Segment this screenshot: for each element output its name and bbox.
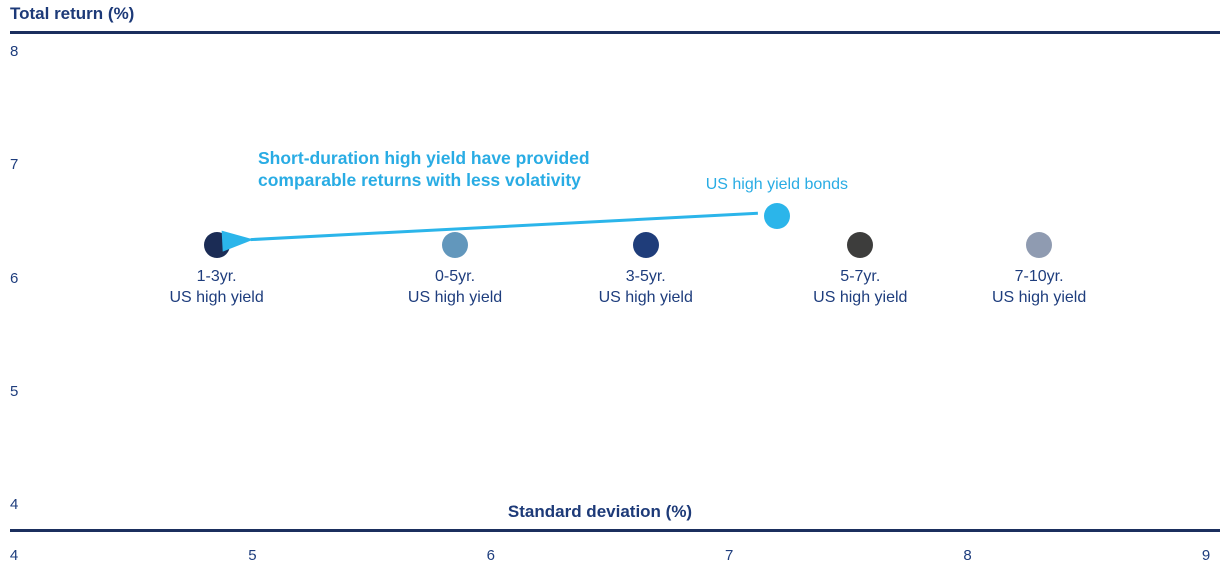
point-label-line-1: 1-3yr.	[196, 267, 237, 285]
x-tick-label: 5	[248, 547, 257, 564]
y-tick-label: 7	[10, 156, 19, 174]
top-axis-line	[10, 31, 1220, 34]
annotation-line-2: comparable returns with less volativity	[258, 170, 581, 190]
scatter-point-3-5yr-us-high-yield	[632, 231, 659, 258]
scatter-point-1-3yr-us-high-yield	[203, 231, 230, 258]
x-axis-title: Standard deviation (%)	[507, 502, 693, 521]
x-tick-label: 6	[486, 547, 495, 564]
x-tick-label: 8	[963, 547, 972, 564]
y-tick-label: 6	[10, 269, 19, 287]
point-label-0-5yr-us-high-yield: 0-5yr. US high yield	[408, 266, 502, 308]
scatter-point-7-10yr-us-high-yield	[1026, 231, 1053, 258]
point-label-line-1: 0-5yr.	[435, 267, 476, 285]
point-label-1-3yr-us-high-yield: 1-3yr. US high yield	[169, 266, 263, 308]
point-label-3-5yr-us-high-yield: 3-5yr. US high yield	[599, 266, 693, 308]
point-label-5-7yr-us-high-yield: 5-7yr. US high yield	[813, 266, 907, 308]
point-label-line-1: US high yield bonds	[705, 176, 849, 194]
x-tick-label: 4	[9, 547, 19, 564]
point-label-line-2: US high yield	[407, 288, 503, 306]
point-label-line-2: US high yield	[991, 288, 1087, 306]
point-label-line-2: US high yield	[169, 288, 264, 306]
y-axis-title: Total return (%)	[10, 4, 135, 23]
point-label-7-10yr-us-high-yield: 7-10yr. US high yield	[992, 266, 1086, 308]
annotation-line-1: Short-duration high yield have provided	[258, 148, 590, 168]
point-label-line-2: US high yield	[813, 288, 908, 306]
point-label-line-2: US high yield	[598, 288, 693, 306]
point-label-line-1: 5-7yr.	[840, 267, 881, 285]
y-tick-label: 8	[10, 43, 19, 60]
scatter-point-5-7yr-us-high-yield	[847, 231, 874, 258]
x-tick-label: 9	[1201, 547, 1211, 564]
x-tick-label: 7	[725, 547, 734, 564]
annotation-text: Short-duration high yield have provided …	[258, 147, 590, 191]
y-tick-label: 5	[10, 382, 19, 400]
scatter-point-us-high-yield-bonds	[763, 203, 790, 230]
scatter-point-0-5yr-us-high-yield	[442, 231, 469, 258]
bottom-axis-line	[10, 529, 1220, 532]
y-tick-label: 4	[10, 496, 19, 514]
point-label-us-high-yield-bonds: US high yield bonds	[706, 174, 848, 195]
point-label-line-1: 3-5yr.	[625, 267, 666, 285]
point-label-line-1: 7-10yr.	[1014, 267, 1064, 285]
